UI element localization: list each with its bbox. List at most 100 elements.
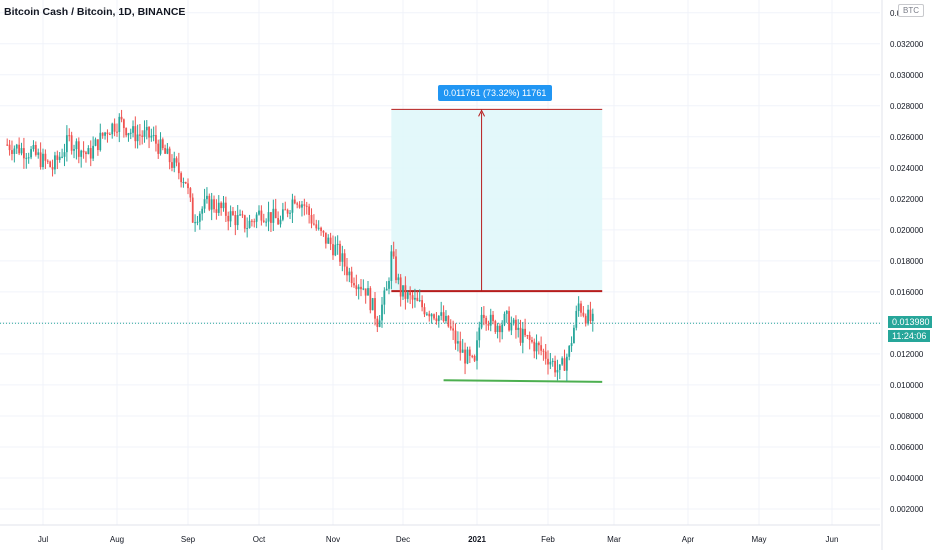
candle-body — [251, 220, 253, 222]
candle-body — [371, 298, 374, 311]
candle-body — [341, 253, 344, 262]
candle-body — [113, 123, 116, 132]
candle-body — [8, 144, 11, 151]
candle-body — [54, 155, 56, 170]
candle-body — [376, 318, 379, 327]
candle-body — [392, 251, 395, 257]
candle-body — [101, 132, 104, 136]
candle-body — [227, 215, 230, 222]
candle-body — [18, 144, 21, 154]
candle-body — [196, 221, 199, 223]
candle-body — [68, 135, 71, 137]
candle-body — [540, 345, 543, 351]
candle-body — [187, 183, 189, 189]
candle-body — [120, 116, 123, 120]
candle-body — [89, 148, 92, 159]
candle-body — [155, 135, 157, 144]
currency-badge[interactable]: BTC — [898, 4, 924, 17]
candle-body — [521, 328, 524, 343]
candle-body — [277, 218, 279, 225]
candle-body — [141, 135, 144, 137]
candle-body — [339, 243, 341, 262]
candle-body — [418, 300, 421, 302]
candle-body — [80, 150, 83, 157]
candle-body — [494, 321, 497, 332]
candle-body — [565, 356, 568, 371]
candle-body — [558, 364, 561, 370]
candle-body — [556, 369, 559, 373]
candle-body — [229, 211, 232, 222]
candle-body — [416, 297, 419, 301]
candle-body — [485, 317, 488, 325]
candle-body — [575, 310, 578, 328]
candle-body — [346, 266, 348, 276]
candle-body — [512, 319, 515, 324]
candle-body — [573, 327, 575, 344]
candle-body — [350, 271, 353, 284]
candle-body — [515, 319, 517, 330]
candle-body — [322, 230, 325, 233]
candle-body — [508, 311, 510, 331]
candle-body — [39, 152, 42, 168]
candle-body — [291, 199, 294, 213]
candle-body — [73, 149, 75, 151]
candle-body — [577, 303, 580, 311]
candle-body — [374, 298, 376, 319]
candle-body — [402, 285, 404, 297]
candle-body — [56, 155, 59, 160]
candle-body — [549, 361, 552, 365]
candles-layer — [6, 109, 594, 382]
candle-body — [222, 202, 225, 209]
candle-body — [537, 342, 540, 346]
candle-body — [505, 311, 508, 314]
candle-body — [385, 288, 388, 291]
candle-body — [480, 314, 483, 328]
candle-body — [461, 349, 464, 353]
drawing-layer — [0, 108, 880, 383]
candle-body — [503, 313, 506, 325]
candle-body — [482, 314, 485, 318]
candle-body — [334, 244, 337, 256]
candle-body — [303, 204, 306, 206]
candle-body — [440, 312, 443, 316]
candle-body — [122, 119, 125, 129]
y-tick-label: 0.002000 — [890, 505, 924, 514]
candle-body — [414, 297, 416, 300]
y-tick-label: 0.006000 — [890, 443, 924, 452]
candle-body — [274, 208, 277, 219]
candle-body — [77, 141, 80, 157]
candle-body — [284, 209, 287, 211]
candle-body — [234, 215, 237, 226]
candle-body — [125, 128, 128, 136]
candle-body — [360, 286, 362, 290]
candle-body — [528, 335, 531, 341]
candle-body — [445, 315, 447, 322]
candle-body — [171, 162, 173, 168]
candle-body — [433, 314, 435, 319]
candle-body — [166, 148, 169, 154]
candle-body — [554, 360, 556, 373]
candle-body — [208, 195, 211, 210]
y-tick-label: 0.004000 — [890, 474, 924, 483]
candle-body — [320, 227, 322, 231]
candle-body — [173, 158, 176, 168]
candle-body — [92, 145, 95, 159]
candle-body — [243, 215, 246, 229]
candle-body — [471, 355, 474, 357]
candle-body — [232, 211, 234, 216]
x-tick-label: Feb — [541, 535, 555, 544]
candle-body — [293, 199, 296, 204]
candle-body — [531, 340, 533, 342]
candle-body — [220, 202, 223, 209]
candle-body — [568, 346, 571, 357]
candle-body — [65, 135, 68, 153]
measure-zone — [391, 109, 603, 292]
candle-body — [399, 277, 402, 297]
y-tick-label: 0.028000 — [890, 102, 924, 111]
candle-body — [87, 148, 90, 155]
candle-body — [164, 148, 166, 154]
y-tick-label: 0.018000 — [890, 257, 924, 266]
candle-body — [189, 188, 192, 198]
